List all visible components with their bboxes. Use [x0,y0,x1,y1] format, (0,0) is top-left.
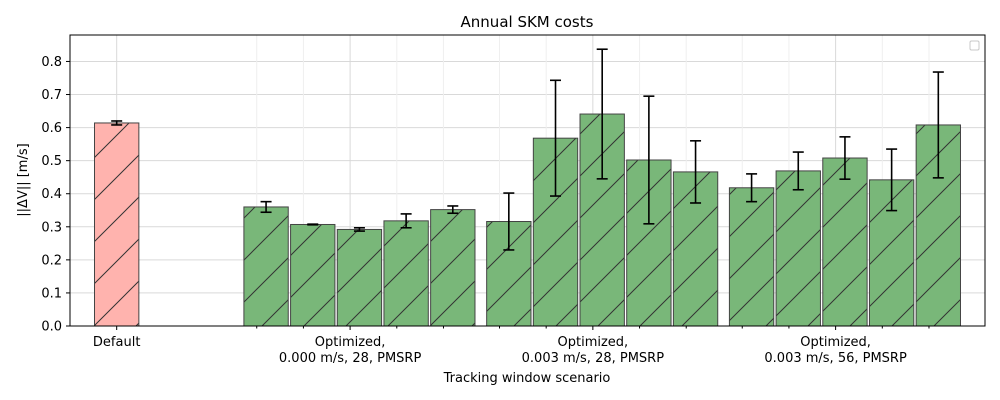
y-tick-label: 0.2 [41,253,62,268]
y-tick-label: 0.4 [41,187,62,202]
y-tick-label: 0.8 [41,55,62,70]
y-tick-label: 0.5 [41,154,62,169]
error-bars [111,48,944,251]
bar-hatch [94,122,140,327]
bar-hatch [822,157,868,327]
y-tick-label: 0.0 [41,320,62,335]
bar-hatch [243,206,289,327]
y-axis-label: ||ΔV|| [m/s] [16,143,31,216]
x-tick-label: Default [93,335,141,350]
bar-hatch [430,209,476,327]
chart-title: Annual SKM costs [461,13,594,31]
y-tick-label: 0.7 [41,88,62,103]
y-tick-label: 0.6 [41,121,62,136]
x-axis-label: Tracking window scenario [443,371,611,386]
y-axis-ticks: 0.0 0.1 0.2 0.3 0.4 0.5 0.6 0.7 0.8 [41,55,70,335]
legend-box [969,40,980,51]
bar-hatch [775,170,821,327]
x-tick-label: Optimized, 0.003 m/s, 56, PMSRP [764,335,907,366]
bar-hatch [383,220,429,327]
y-tick-label: 0.3 [41,220,62,235]
bar-hatch [728,187,775,327]
bar-hatch [336,228,383,327]
y-tick-label: 0.1 [41,286,62,301]
x-axis-ticks: Default Optimized, 0.000 m/s, 28, PMSRP Opt… [93,326,930,366]
x-tick-label: Optimized, 0.000 m/s, 28, PMSRP [279,335,422,366]
x-tick-label: Optimized, 0.003 m/s, 28, PMSRP [522,335,665,366]
bar-hatch [290,223,336,327]
plot-area-frame [69,34,986,327]
